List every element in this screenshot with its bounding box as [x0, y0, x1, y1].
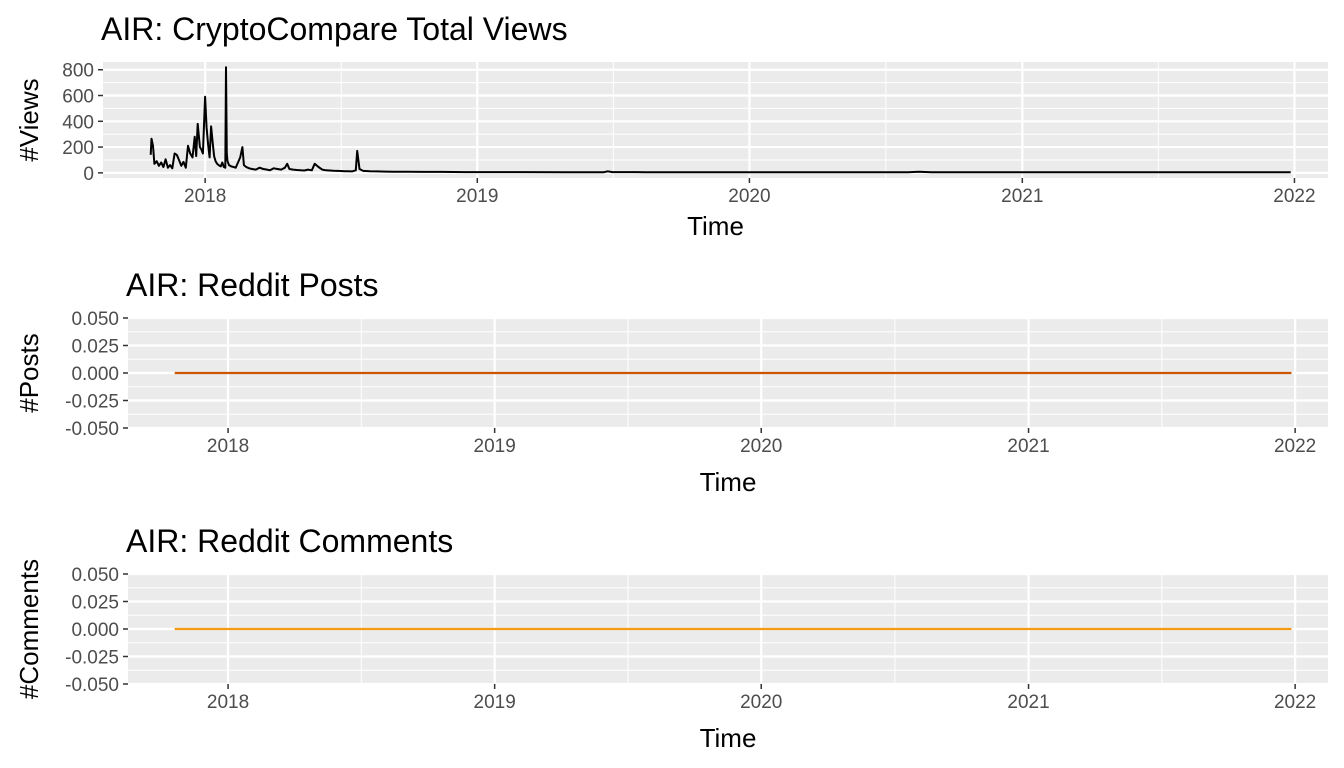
y-tick-label: 800 — [62, 61, 94, 82]
y-tick-label: 600 — [62, 87, 94, 108]
x-tick-label: 2020 — [740, 692, 782, 713]
y-tick-label: -0.025 — [65, 392, 119, 413]
x-axis-label: Time — [687, 211, 744, 241]
x-tick-label: 2022 — [1274, 436, 1316, 457]
y-tick-label: 0.050 — [71, 309, 119, 330]
panel-1: 2018 2019 2020 2021 2022 0 200 400 600 800 AIR: Cr… — [14, 11, 1328, 241]
x-tick-label: 2018 — [207, 692, 249, 713]
x-tick-label: 2018 — [207, 436, 249, 457]
y-tick-label: 400 — [62, 112, 94, 133]
y-tick-label: -0.050 — [65, 675, 119, 696]
x-tick-label: 2020 — [740, 436, 782, 457]
y-axis-label: #Comments — [14, 559, 44, 699]
panel-2: 2018 2019 2020 2021 2022 -0.050 -0.025 0.000 0.0… — [14, 267, 1328, 497]
panel-3: 2018 2019 2020 2021 2022 -0.050 -0.025 0.000 0.0… — [14, 523, 1328, 753]
chart-title: AIR: Reddit Comments — [126, 523, 453, 559]
x-tick-label: 2022 — [1273, 186, 1315, 207]
y-tick-label: 0.050 — [71, 565, 119, 586]
x-tick-label: 2021 — [1001, 186, 1043, 207]
x-tick-label: 2018 — [184, 186, 226, 207]
x-tick-label: 2021 — [1007, 692, 1049, 713]
y-tick-label: -0.025 — [65, 648, 119, 669]
y-tick-label: 0.000 — [71, 620, 119, 641]
plot-background — [103, 62, 1328, 178]
x-tick-label: 2019 — [474, 692, 516, 713]
x-tick-label: 2019 — [474, 436, 516, 457]
chart-title: AIR: Reddit Posts — [126, 267, 379, 303]
x-tick-label: 2019 — [456, 186, 498, 207]
y-tick-label: 0 — [83, 164, 94, 185]
y-tick-label: 0.000 — [71, 364, 119, 385]
x-tick-label: 2022 — [1274, 692, 1316, 713]
y-axis-label: #Posts — [14, 333, 44, 413]
y-tick-label: 0.025 — [71, 337, 119, 358]
y-tick-label: 200 — [62, 138, 94, 159]
chart-title: AIR: CryptoCompare Total Views — [101, 11, 568, 47]
series-line — [149, 66, 1291, 174]
x-axis-label: Time — [700, 723, 757, 753]
x-tick-label: 2021 — [1007, 436, 1049, 457]
y-axis-label: #Views — [14, 78, 44, 161]
y-tick-label: 0.025 — [71, 593, 119, 614]
x-tick-label: 2020 — [728, 186, 770, 207]
x-axis-label: Time — [700, 467, 757, 497]
y-tick-label: -0.050 — [65, 419, 119, 440]
